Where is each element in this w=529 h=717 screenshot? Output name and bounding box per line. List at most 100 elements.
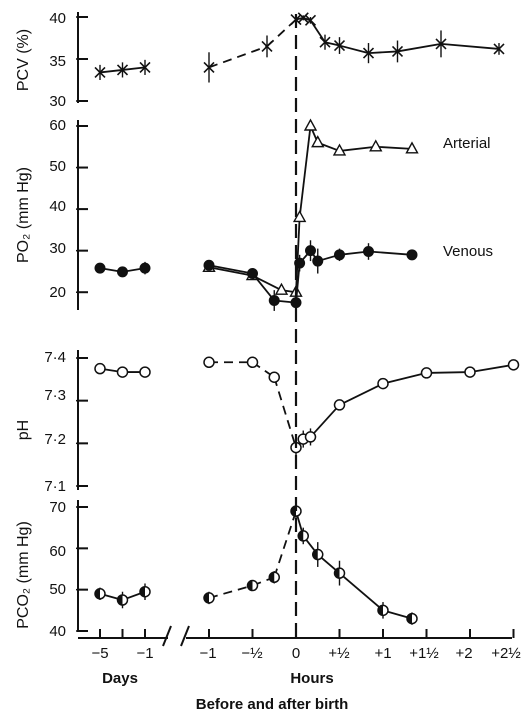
data-point [268,371,280,383]
series-line [251,272,275,302]
axis-break [180,625,190,647]
data-point [139,262,151,274]
series-data [94,12,505,83]
data-point [139,366,151,378]
data-point [391,45,404,58]
series-line [375,145,413,150]
series-line [440,42,500,50]
tick-label: +1 [374,645,391,662]
series-data [94,356,520,461]
tick-label: 7·2 [44,431,66,448]
y-ticks-ph: 7·1 7·2 7·3 7·4 [44,349,66,495]
data-point [304,431,317,443]
series-line [368,50,398,55]
x-axis-label-hours: Hours [290,670,333,687]
axes-frame [76,12,515,647]
tick-label: 7·1 [44,478,66,495]
tick-label: 70 [49,499,66,516]
data-point [464,366,476,378]
series-line [298,125,312,218]
tick-label: 20 [49,284,66,301]
data-point [297,12,309,24]
data-point [94,362,106,375]
series-po2 [94,118,419,311]
y-axis-label-ph: pH [15,420,32,440]
data-point [304,14,317,26]
series-ph [94,356,520,461]
data-point [311,135,325,148]
data-point-half [117,595,123,605]
panel-pcv: PCV (%) 30 35 40 [15,10,505,110]
tick-label: +½ [328,645,350,662]
data-point [203,61,215,73]
data-point-half [140,586,145,597]
series-line [469,363,514,373]
data-point [203,356,215,369]
data-point [405,141,419,154]
data-point-half [95,588,100,599]
data-point [94,66,106,79]
tick-label: 60 [49,543,66,560]
data-point [406,249,418,261]
data-point [334,249,345,261]
tick-label: 35 [49,53,66,70]
axis-break [162,625,172,647]
panel-po2: PO₂ (mm Hg) 20 30 40 50 60 Arterial Veno… [15,117,493,311]
series-line [99,69,123,74]
panel-pco2: PCO₂ (mm Hg) 40 50 60 70 [15,499,418,640]
series-line [324,41,340,47]
tick-label: −1 [199,645,216,662]
data-point [362,47,375,59]
series-line [208,264,253,275]
data-point [203,259,215,271]
x-axis-caption: Before and after birth [196,696,349,713]
data-point [116,64,129,76]
data-point [377,377,389,390]
data-point-half [247,580,253,591]
data-point-half [291,506,296,517]
tick-label: +1½ [409,645,439,662]
data-point [139,61,151,73]
series-line [208,584,253,599]
data-point [94,262,106,274]
series-line [122,66,146,71]
data-point [305,245,317,257]
tick-label: 60 [49,117,66,134]
series-line [273,376,297,448]
panel-ph: pH 7·1 7·2 7·3 7·4 [15,349,520,495]
series-line [208,266,253,277]
data-point [116,366,129,378]
data-point [332,143,347,156]
tick-label: 0 [292,645,300,662]
data-point [333,39,346,52]
data-point [493,43,505,55]
series-line [368,250,413,256]
y-axis-label-pco2: PCO₂ (mm Hg) [15,521,32,629]
series-line [273,510,297,578]
data-point [319,36,331,48]
series-data [94,500,418,625]
data-point [246,356,259,369]
series-line [338,572,384,612]
x-ticks-days: −5 −3 −1 [91,645,153,662]
series-line [208,45,268,69]
data-point-half [204,592,209,603]
tick-label: 30 [49,240,66,257]
data-point [362,245,374,257]
tick-label: 50 [49,581,66,598]
data-point-half [312,549,318,560]
series-line [309,19,326,43]
series-line [339,145,376,152]
data-point [261,40,273,52]
x-axis-label-days: Days [102,670,138,687]
data-point [312,255,324,267]
data-point-half [269,572,275,583]
x-ticks-hours: −1 −½ 0 +½ +1 +1½ +2 +2½ [199,645,521,662]
series-label-venous: Venous [443,243,493,260]
tick-label: 30 [49,93,66,110]
data-point-half [378,605,383,616]
series-line [339,44,369,54]
data-point [294,257,306,269]
y-axis-label-pcv: PCV (%) [15,29,32,91]
